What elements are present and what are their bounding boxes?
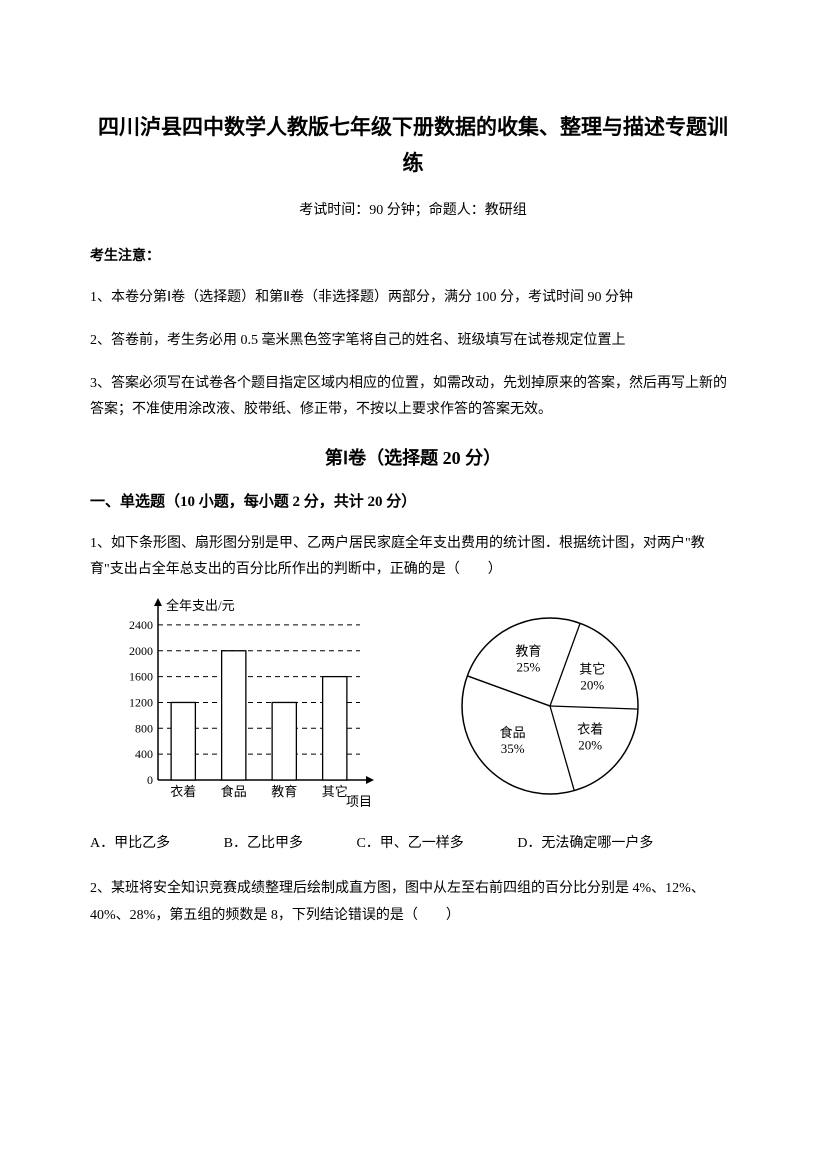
svg-text:20%: 20% (578, 737, 602, 752)
question-section-header: 一、单选题（10 小题，每小题 2 分，共计 20 分） (90, 490, 736, 511)
svg-text:1200: 1200 (129, 695, 153, 709)
svg-text:25%: 25% (517, 660, 541, 675)
q2-text: 2、某班将安全知识竞赛成绩整理后绘制成直方图，图中从左至右前四组的百分比分别是 … (90, 876, 736, 929)
page: 四川泸县四中数学人教版七年级下册数据的收集、整理与描述专题训练 考试时间：90 … (0, 0, 826, 1001)
q1-options: A．甲比乙多 B．乙比甲多 C．甲、乙一样多 D．无法确定哪一户多 (90, 832, 736, 852)
svg-text:其它: 其它 (579, 661, 605, 676)
bar-chart: 0 400 800 1200 1600 2000 2400 全年支出/元项目 衣着 食品 教育 其它 (120, 596, 380, 816)
exam-title: 四川泸县四中数学人教版七年级下册数据的收集、整理与描述专题训练 (90, 110, 736, 181)
notice-header: 考生注意： (90, 245, 736, 265)
svg-text:衣着: 衣着 (577, 721, 603, 736)
svg-text:35%: 35% (501, 741, 525, 756)
q1-text: 1、如下条形图、扇形图分别是甲、乙两户居民家庭全年支出费用的统计图．根据统计图，… (90, 531, 736, 584)
pie-chart: 教育25%其它20%衣着20%食品35% (440, 596, 660, 816)
q1-opt-a: A．甲比乙多 (90, 836, 170, 851)
svg-text:800: 800 (135, 721, 153, 735)
notice-2: 2、答卷前，考生务必用 0.5 毫米黑色签字笔将自己的姓名、班级填写在试卷规定位… (90, 328, 736, 355)
section1-header: 第Ⅰ卷（选择题 20 分） (90, 444, 736, 470)
notice-1: 1、本卷分第Ⅰ卷（选择题）和第Ⅱ卷（非选择题）两部分，满分 100 分，考试时间… (90, 285, 736, 312)
q1-opt-c: C．甲、乙一样多 (356, 836, 463, 851)
svg-text:食品: 食品 (500, 725, 526, 740)
svg-text:2000: 2000 (129, 644, 153, 658)
svg-text:400: 400 (135, 747, 153, 761)
svg-text:衣着: 衣着 (170, 784, 196, 799)
q1-opt-d: D．无法确定哪一户多 (517, 836, 653, 851)
charts-row: 04008001200160020002400全年支出/元项目衣着食品教育其它 … (120, 596, 736, 816)
svg-text:教育: 教育 (271, 784, 297, 799)
svg-text:0: 0 (147, 773, 153, 787)
svg-text:20%: 20% (580, 677, 604, 692)
svg-text:2400: 2400 (129, 618, 153, 632)
svg-text:食品: 食品 (221, 784, 247, 799)
q1-opt-b: B．乙比甲多 (224, 836, 303, 851)
svg-text:其它: 其它 (322, 784, 348, 799)
svg-text:全年支出/元: 全年支出/元 (166, 598, 235, 613)
svg-text:教育: 教育 (515, 644, 541, 659)
notice-3: 3、答案必须写在试卷各个题目指定区域内相应的位置，如需改动，先划掉原来的答案，然… (90, 371, 736, 424)
svg-text:项目: 项目 (346, 794, 372, 809)
svg-text:1600: 1600 (129, 670, 153, 684)
exam-subtitle: 考试时间：90 分钟；命题人：教研组 (90, 199, 736, 219)
